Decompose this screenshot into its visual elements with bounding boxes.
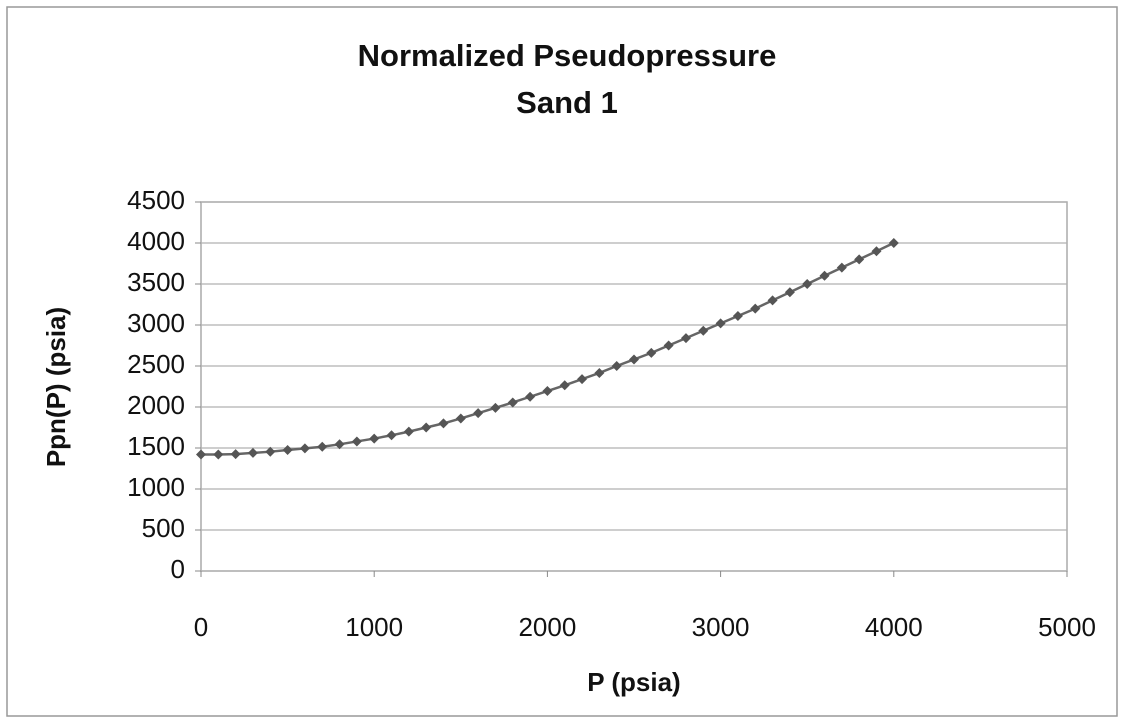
x-tick-label: 0: [194, 612, 208, 642]
x-tick-label: 5000: [1038, 612, 1096, 642]
data-marker: [542, 386, 553, 397]
data-marker: [403, 426, 414, 437]
y-tick-label: 4000: [127, 226, 185, 256]
data-marker: [247, 447, 258, 458]
chart-frame: [6, 6, 1118, 717]
y-tick-label: 1500: [127, 431, 185, 461]
data-marker: [871, 246, 882, 257]
data-marker: [802, 279, 813, 289]
data-marker: [663, 340, 674, 351]
y-tick-label: 0: [171, 554, 185, 584]
data-marker: [767, 295, 778, 306]
chart-title: Normalized Pseudopressure: [358, 38, 777, 73]
data-marker: [854, 254, 865, 265]
data-marker: [611, 361, 622, 371]
x-tick-label: 2000: [518, 612, 576, 642]
data-marker: [836, 262, 847, 273]
data-marker: [646, 347, 657, 358]
data-marker: [299, 443, 310, 454]
x-axis-label: P (psia): [587, 667, 680, 697]
y-tick-label: 1000: [127, 472, 185, 502]
data-marker: [455, 413, 466, 424]
data-marker: [819, 270, 830, 281]
y-tick-label: 500: [142, 513, 185, 543]
y-tick-label: 4500: [127, 185, 185, 215]
data-marker: [438, 418, 449, 429]
data-marker: [507, 397, 518, 408]
data-marker: [282, 445, 293, 456]
data-marker: [334, 439, 345, 450]
x-tick-label: 1000: [345, 612, 403, 642]
data-marker: [784, 287, 795, 298]
data-marker: [715, 318, 726, 329]
data-marker: [594, 367, 605, 378]
data-marker: [888, 238, 899, 248]
data-marker: [525, 391, 536, 402]
y-axis-label: Ppn(P) (psia): [41, 307, 71, 467]
data-marker: [750, 303, 761, 314]
data-marker: [559, 380, 570, 391]
x-tick-label: 3000: [692, 612, 750, 642]
data-marker: [230, 449, 241, 460]
data-marker: [213, 449, 224, 460]
data-marker: [629, 354, 639, 365]
y-tick-label: 3500: [127, 267, 185, 297]
data-marker: [577, 374, 588, 385]
data-marker: [351, 436, 362, 447]
data-marker: [317, 441, 328, 452]
y-tick-label: 2000: [127, 390, 185, 420]
data-marker: [386, 430, 397, 441]
x-tick-label: 4000: [865, 612, 923, 642]
data-marker: [680, 333, 691, 344]
y-tick-label: 2500: [127, 349, 185, 379]
chart-subtitle: Sand 1: [516, 85, 618, 120]
data-marker: [698, 325, 709, 336]
data-marker: [369, 433, 380, 444]
data-marker: [265, 446, 276, 457]
data-marker: [473, 408, 484, 419]
data-marker: [421, 422, 432, 433]
data-marker: [196, 449, 206, 460]
data-marker: [732, 310, 743, 321]
y-tick-label: 3000: [127, 308, 185, 338]
data-marker: [490, 402, 501, 413]
